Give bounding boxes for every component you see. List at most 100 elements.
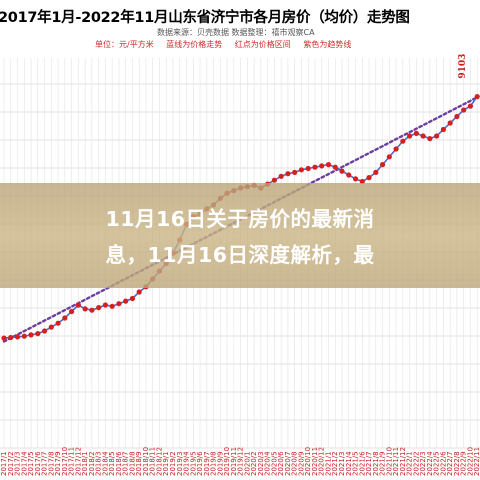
x-tick-label: 2021/10 xyxy=(385,447,393,476)
x-tick-label: 2020/10 xyxy=(304,447,312,476)
data-point xyxy=(413,130,419,136)
x-tick-label: 2021/1 xyxy=(324,451,332,476)
data-point xyxy=(82,306,88,312)
x-tick-label: 2017/6 xyxy=(34,451,42,476)
data-point xyxy=(28,332,34,338)
data-point xyxy=(102,302,108,308)
peak-label: 9103 xyxy=(458,54,468,79)
x-tick-label: 2017/2 xyxy=(7,451,15,476)
x-tick-label: 2019/1 xyxy=(162,451,170,476)
x-tick-label: 2019/7 xyxy=(203,451,211,476)
x-tick-label: 2021/11 xyxy=(392,447,400,476)
data-point xyxy=(89,307,95,313)
x-tick-label: 2021/3 xyxy=(338,451,346,476)
chart-subtitle: 数据来源：贝壳数据 数据整理：禧市观察CA xyxy=(157,28,315,37)
data-point xyxy=(136,289,142,295)
data-point xyxy=(352,176,359,182)
x-tick-label: 2020/1 xyxy=(243,451,251,476)
x-tick-label: 2018/2 xyxy=(88,451,96,476)
x-tick-label: 2017/10 xyxy=(61,447,69,476)
x-tick-label: 2017/11 xyxy=(68,447,76,476)
x-tick-label: 2020/3 xyxy=(257,451,265,476)
data-point xyxy=(386,154,392,160)
data-point xyxy=(129,295,136,302)
x-tick-label: 2018/1 xyxy=(81,451,89,476)
data-point xyxy=(109,303,115,309)
data-point xyxy=(454,113,460,120)
x-tick-label: 2021/7 xyxy=(365,451,373,476)
data-point xyxy=(1,335,7,341)
data-point xyxy=(35,331,41,337)
x-tick-label: 2020/4 xyxy=(264,451,272,476)
x-tick-label: 2018/12 xyxy=(155,447,163,476)
x-tick-label: 2019/8 xyxy=(210,451,218,476)
x-tick-label: 2017/3 xyxy=(14,451,22,476)
x-tick-label: 2018/11 xyxy=(149,447,157,476)
data-point xyxy=(278,173,284,179)
x-tick-label: 2019/6 xyxy=(196,451,204,476)
headline-line-2: 息，11月16日深度解析，最 xyxy=(105,243,375,267)
x-tick-label: 2017/7 xyxy=(41,451,49,476)
x-tick-label: 2017/4 xyxy=(20,451,28,476)
data-point xyxy=(440,126,446,133)
data-point xyxy=(21,333,27,339)
x-tick-label: 2022/5 xyxy=(433,451,441,476)
legend-points: 红点为价格区间 xyxy=(234,40,291,49)
data-point xyxy=(366,175,372,181)
x-tick-label: 2021/8 xyxy=(372,451,380,476)
data-point xyxy=(55,320,61,326)
data-point xyxy=(14,334,21,340)
x-tick-label: 2019/2 xyxy=(169,451,177,476)
x-tick-label: 2022/2 xyxy=(412,451,420,476)
data-point xyxy=(75,302,81,308)
x-tick-label: 2021/2 xyxy=(331,451,339,476)
headline-line-1: 11月16日关于房价的最新消 xyxy=(105,207,375,231)
chart-title: 2017年1月-2022年11月山东省济宁市各月房价（均价）走势图 xyxy=(0,10,410,26)
data-point xyxy=(427,136,433,142)
data-point xyxy=(447,120,453,126)
x-tick-label: 2017/12 xyxy=(74,447,82,476)
x-tick-label: 2020/5 xyxy=(270,451,278,476)
x-tick-label: 2017/5 xyxy=(27,451,35,476)
data-point xyxy=(339,168,345,174)
data-point xyxy=(400,138,406,144)
data-point xyxy=(41,328,48,334)
x-tick-label: 2018/7 xyxy=(122,451,130,476)
x-tick-label: 2022/4 xyxy=(426,451,434,476)
x-tick-label: 2018/5 xyxy=(108,451,116,476)
x-tick-label: 2021/9 xyxy=(379,451,387,476)
data-point xyxy=(271,177,277,183)
x-tick-label: 2020/9 xyxy=(297,451,305,476)
x-tick-label: 2019/3 xyxy=(176,451,184,476)
x-tick-label: 2022/3 xyxy=(419,451,427,476)
x-tick-label: 2022/7 xyxy=(446,451,454,476)
data-point xyxy=(96,305,102,311)
data-point xyxy=(116,301,122,307)
x-tick-label: 2019/9 xyxy=(216,451,224,476)
data-point xyxy=(8,334,14,341)
headline-banner: 11月16日关于房价的最新消 息，11月16日深度解析，最 xyxy=(0,183,480,288)
x-tick-label: 2019/11 xyxy=(230,447,238,476)
legend-line: 蓝线为价格走势 xyxy=(166,40,223,49)
data-point xyxy=(359,178,365,185)
x-tick-label: 2021/12 xyxy=(399,447,407,476)
x-tick-label: 2017/1 xyxy=(0,451,8,476)
x-tick-label: 2017/9 xyxy=(54,451,62,476)
data-point xyxy=(373,169,379,175)
data-point xyxy=(420,133,426,139)
data-point xyxy=(123,298,129,304)
data-point xyxy=(379,162,386,168)
headline-text: 11月16日关于房价的最新消 息，11月16日深度解析，最 xyxy=(0,201,480,273)
x-tick-label: 2020/8 xyxy=(291,451,299,476)
x-tick-label: 2017/8 xyxy=(47,451,55,476)
data-point xyxy=(292,169,298,175)
x-tick-label: 2022/8 xyxy=(453,451,461,476)
x-tick-label: 2019/10 xyxy=(223,447,231,476)
data-point xyxy=(62,315,68,321)
data-point xyxy=(48,324,54,330)
x-tick-label: 2021/4 xyxy=(345,451,353,476)
x-tick-label: 2022/1 xyxy=(406,451,414,476)
x-tick-label: 2020/2 xyxy=(250,451,258,476)
x-tick-label: 2022/6 xyxy=(439,451,447,476)
